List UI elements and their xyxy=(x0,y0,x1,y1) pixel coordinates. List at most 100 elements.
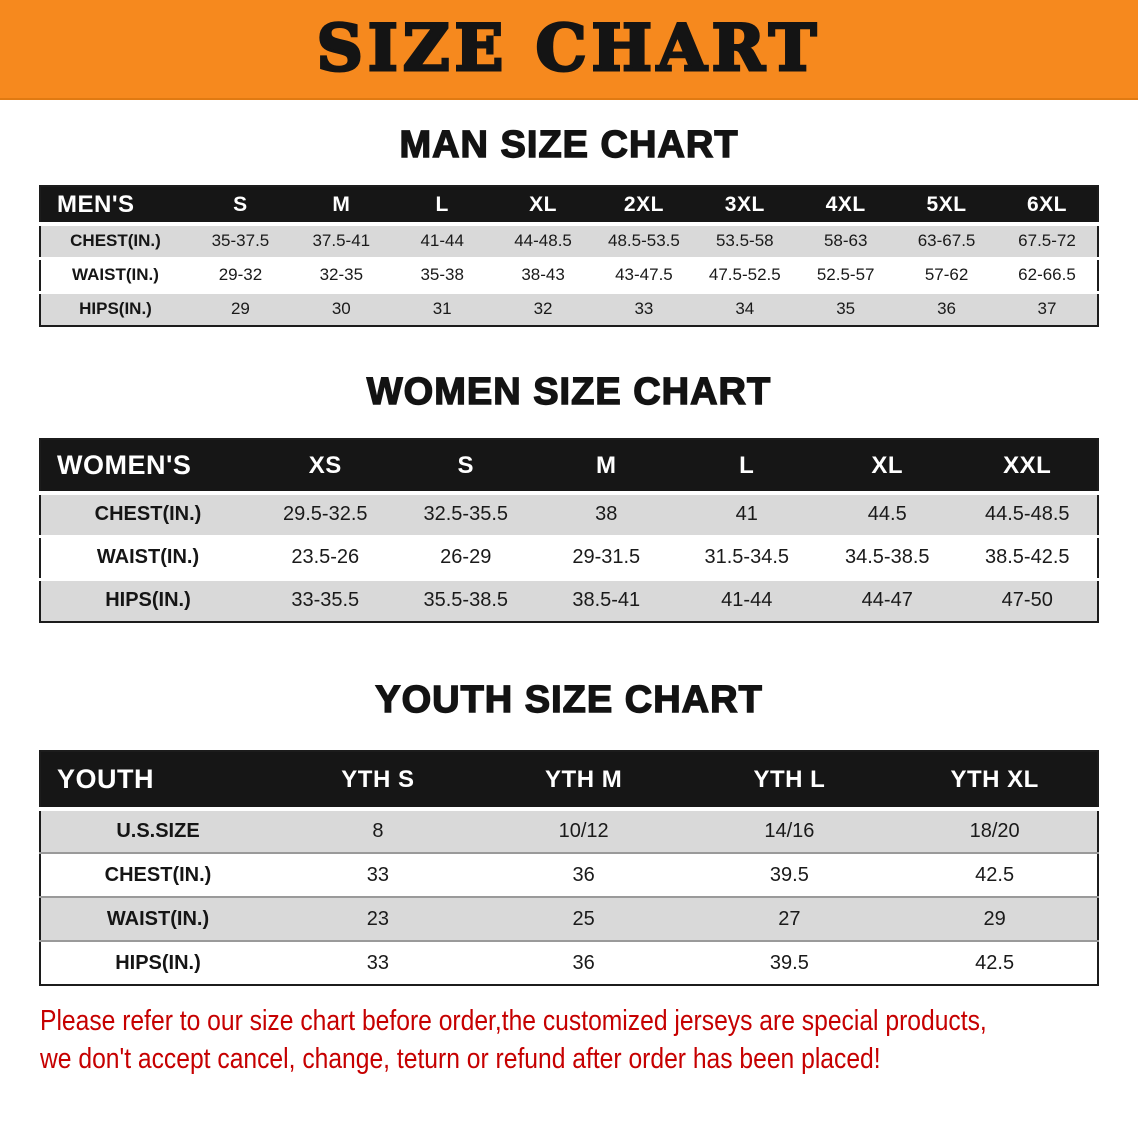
size-column-header: M xyxy=(536,439,677,495)
size-value-cell: 36 xyxy=(937,299,957,319)
women-size-table: WOMEN'S XS S M L XL XXL CHEST(IN.) 29.5-32.5 32.5… xyxy=(39,438,1099,623)
size-value-cell: 41-44 xyxy=(391,224,493,260)
size-column-header: S xyxy=(395,439,536,495)
table-head: YOUTH YTH S YTH M YTH L YTH XL xyxy=(40,751,1098,811)
row-label: HIPS(IN.) xyxy=(105,589,191,612)
size-value-cell: 26-29 xyxy=(395,536,536,581)
measurement-row: U.S.SIZE 8 10/12 14/16 18/20 xyxy=(40,809,1098,854)
size-value-cell: 33 xyxy=(275,853,481,898)
size-column-header: XXL xyxy=(957,439,1098,495)
table-corner-label: WOMEN'S xyxy=(40,439,255,495)
size-value-cell: 38 xyxy=(536,493,677,538)
size-column-header: S xyxy=(190,186,291,226)
size-chart-banner: SIZE CHART xyxy=(0,0,1138,100)
size-value-cell: 53.5-58 xyxy=(694,224,796,260)
size-column-header: 3XL xyxy=(694,186,796,226)
size-value-cell: 10/12 xyxy=(480,809,687,854)
size-column-header: 2XL xyxy=(593,186,695,226)
size-value-cell: 8 xyxy=(275,809,481,854)
size-value-cell: 41-44 xyxy=(721,589,773,612)
size-value-cell: 44-48.5 xyxy=(492,224,594,260)
size-value-cell: 34 xyxy=(735,299,755,319)
size-column-header: YTH S xyxy=(275,751,481,811)
size-value-cell: 57-62 xyxy=(896,258,997,294)
men-section-heading: MAN SIZE CHART xyxy=(399,123,739,166)
women-section: WOMEN SIZE CHART WOMEN'S XS S M L XL XXL CHEST(… xyxy=(0,370,1138,623)
size-value-cell: 36 xyxy=(480,853,687,898)
size-value-cell: 14/16 xyxy=(686,809,893,854)
row-label: CHEST(IN.) xyxy=(40,224,190,260)
size-value-cell: 35-37.5 xyxy=(190,224,291,260)
size-value-cell: 38-43 xyxy=(492,258,594,294)
measurement-row: CHEST(IN.) 35-37.5 37.5-41 41-44 44-48.5 48.5… xyxy=(40,224,1098,260)
size-value-cell: 33-35.5 xyxy=(291,589,360,612)
row-label: CHEST(IN.) xyxy=(40,493,255,538)
row-label: U.S.SIZE xyxy=(40,809,275,854)
measurement-row: HIPS(IN.) 33 36 39.5 42.5 xyxy=(40,941,1098,985)
size-value-cell: 32-35 xyxy=(290,258,392,294)
size-column-header: 4XL xyxy=(795,186,897,226)
size-column-header: 6XL xyxy=(997,186,1098,226)
row-label: HIPS(IN.) xyxy=(79,299,152,319)
size-value-cell: 52.5-57 xyxy=(795,258,897,294)
size-value-cell: 29-31.5 xyxy=(536,536,677,581)
size-value-cell: 29.5-32.5 xyxy=(255,493,396,538)
size-value-cell: 39.5 xyxy=(769,951,809,974)
measurement-row: WAIST(IN.) 23 25 27 29 xyxy=(40,897,1098,942)
women-section-heading: WOMEN SIZE CHART xyxy=(366,370,772,413)
size-value-cell: 31 xyxy=(432,299,452,319)
table-body: CHEST(IN.) 35-37.5 37.5-41 41-44 44-48.5 48.5… xyxy=(40,224,1098,326)
size-value-cell: 34.5-38.5 xyxy=(817,536,958,581)
size-value-cell: 25 xyxy=(480,897,687,942)
men-size-table: MEN'S S M L XL 2XL 3XL 4XL 5XL 6XL CHEST(IN.) 35-37… xyxy=(39,185,1099,327)
size-value-cell: 27 xyxy=(686,897,893,942)
measurement-row: WAIST(IN.) 23.5-26 26-29 29-31.5 31.5-34.5 34… xyxy=(40,536,1098,581)
size-value-cell: 62-66.5 xyxy=(997,258,1098,294)
row-label: WAIST(IN.) xyxy=(40,897,275,942)
table-body: CHEST(IN.) 29.5-32.5 32.5-35.5 38 41 44.5 44.5… xyxy=(40,493,1098,622)
disclaimer-line-2: we don't accept cancel, change, teturn o… xyxy=(40,1043,881,1076)
table-corner-label: MEN'S xyxy=(40,186,190,226)
size-column-header: XS xyxy=(255,439,396,495)
size-value-cell: 39.5 xyxy=(686,853,893,898)
size-value-cell: 37 xyxy=(1037,299,1057,319)
size-value-cell: 43-47.5 xyxy=(593,258,695,294)
size-column-header: L xyxy=(676,439,817,495)
page-title: SIZE CHART xyxy=(315,11,822,86)
youth-section-heading: YOUTH SIZE CHART xyxy=(375,678,763,721)
size-column-header: M xyxy=(290,186,392,226)
size-value-cell: 18/20 xyxy=(892,809,1098,854)
size-value-cell: 37.5-41 xyxy=(290,224,392,260)
size-value-cell: 44.5-48.5 xyxy=(957,493,1098,538)
size-value-cell: 33 xyxy=(634,299,654,319)
size-value-cell: 29 xyxy=(892,897,1098,942)
header-row: WOMEN'S XS S M L XL XXL xyxy=(40,439,1098,495)
row-label: WAIST(IN.) xyxy=(40,536,255,581)
measurement-row: CHEST(IN.) 33 36 39.5 42.5 xyxy=(40,853,1098,898)
table-head: WOMEN'S XS S M L XL XXL xyxy=(40,439,1098,495)
measurement-row: HIPS(IN.) 33-35.5 35.5-38.5 38.5-41 41-44 44-… xyxy=(40,579,1098,622)
row-label: HIPS(IN.) xyxy=(115,951,201,974)
size-column-header: YTH L xyxy=(686,751,893,811)
size-value-cell: 35 xyxy=(836,299,856,319)
size-value-cell: 41 xyxy=(676,493,817,538)
size-value-cell: 63-67.5 xyxy=(896,224,997,260)
disclaimer-line-1: Please refer to our size chart before or… xyxy=(40,1005,987,1037)
size-value-cell: 44-47 xyxy=(861,589,913,612)
size-value-cell: 36 xyxy=(572,951,595,974)
table-body: U.S.SIZE 8 10/12 14/16 18/20 CHEST(IN.) 33 36 39… xyxy=(40,809,1098,985)
size-column-header: XL xyxy=(492,186,594,226)
size-value-cell: 58-63 xyxy=(795,224,897,260)
measurement-row: WAIST(IN.) 29-32 32-35 35-38 38-43 43-47.5 47.… xyxy=(40,258,1098,294)
men-section: MAN SIZE CHART MEN'S S M L XL 2XL 3XL 4XL 5XL 6XL… xyxy=(0,123,1138,327)
table-corner-label: YOUTH xyxy=(40,751,275,811)
size-column-header: L xyxy=(391,186,493,226)
header-row: YOUTH YTH S YTH M YTH L YTH XL xyxy=(40,751,1098,811)
size-value-cell: 38.5-42.5 xyxy=(957,536,1098,581)
size-value-cell: 30 xyxy=(331,299,351,319)
size-value-cell: 32.5-35.5 xyxy=(395,493,536,538)
size-value-cell: 23 xyxy=(275,897,481,942)
size-value-cell: 31.5-34.5 xyxy=(676,536,817,581)
size-column-header: 5XL xyxy=(896,186,997,226)
size-value-cell: 44.5 xyxy=(817,493,958,538)
